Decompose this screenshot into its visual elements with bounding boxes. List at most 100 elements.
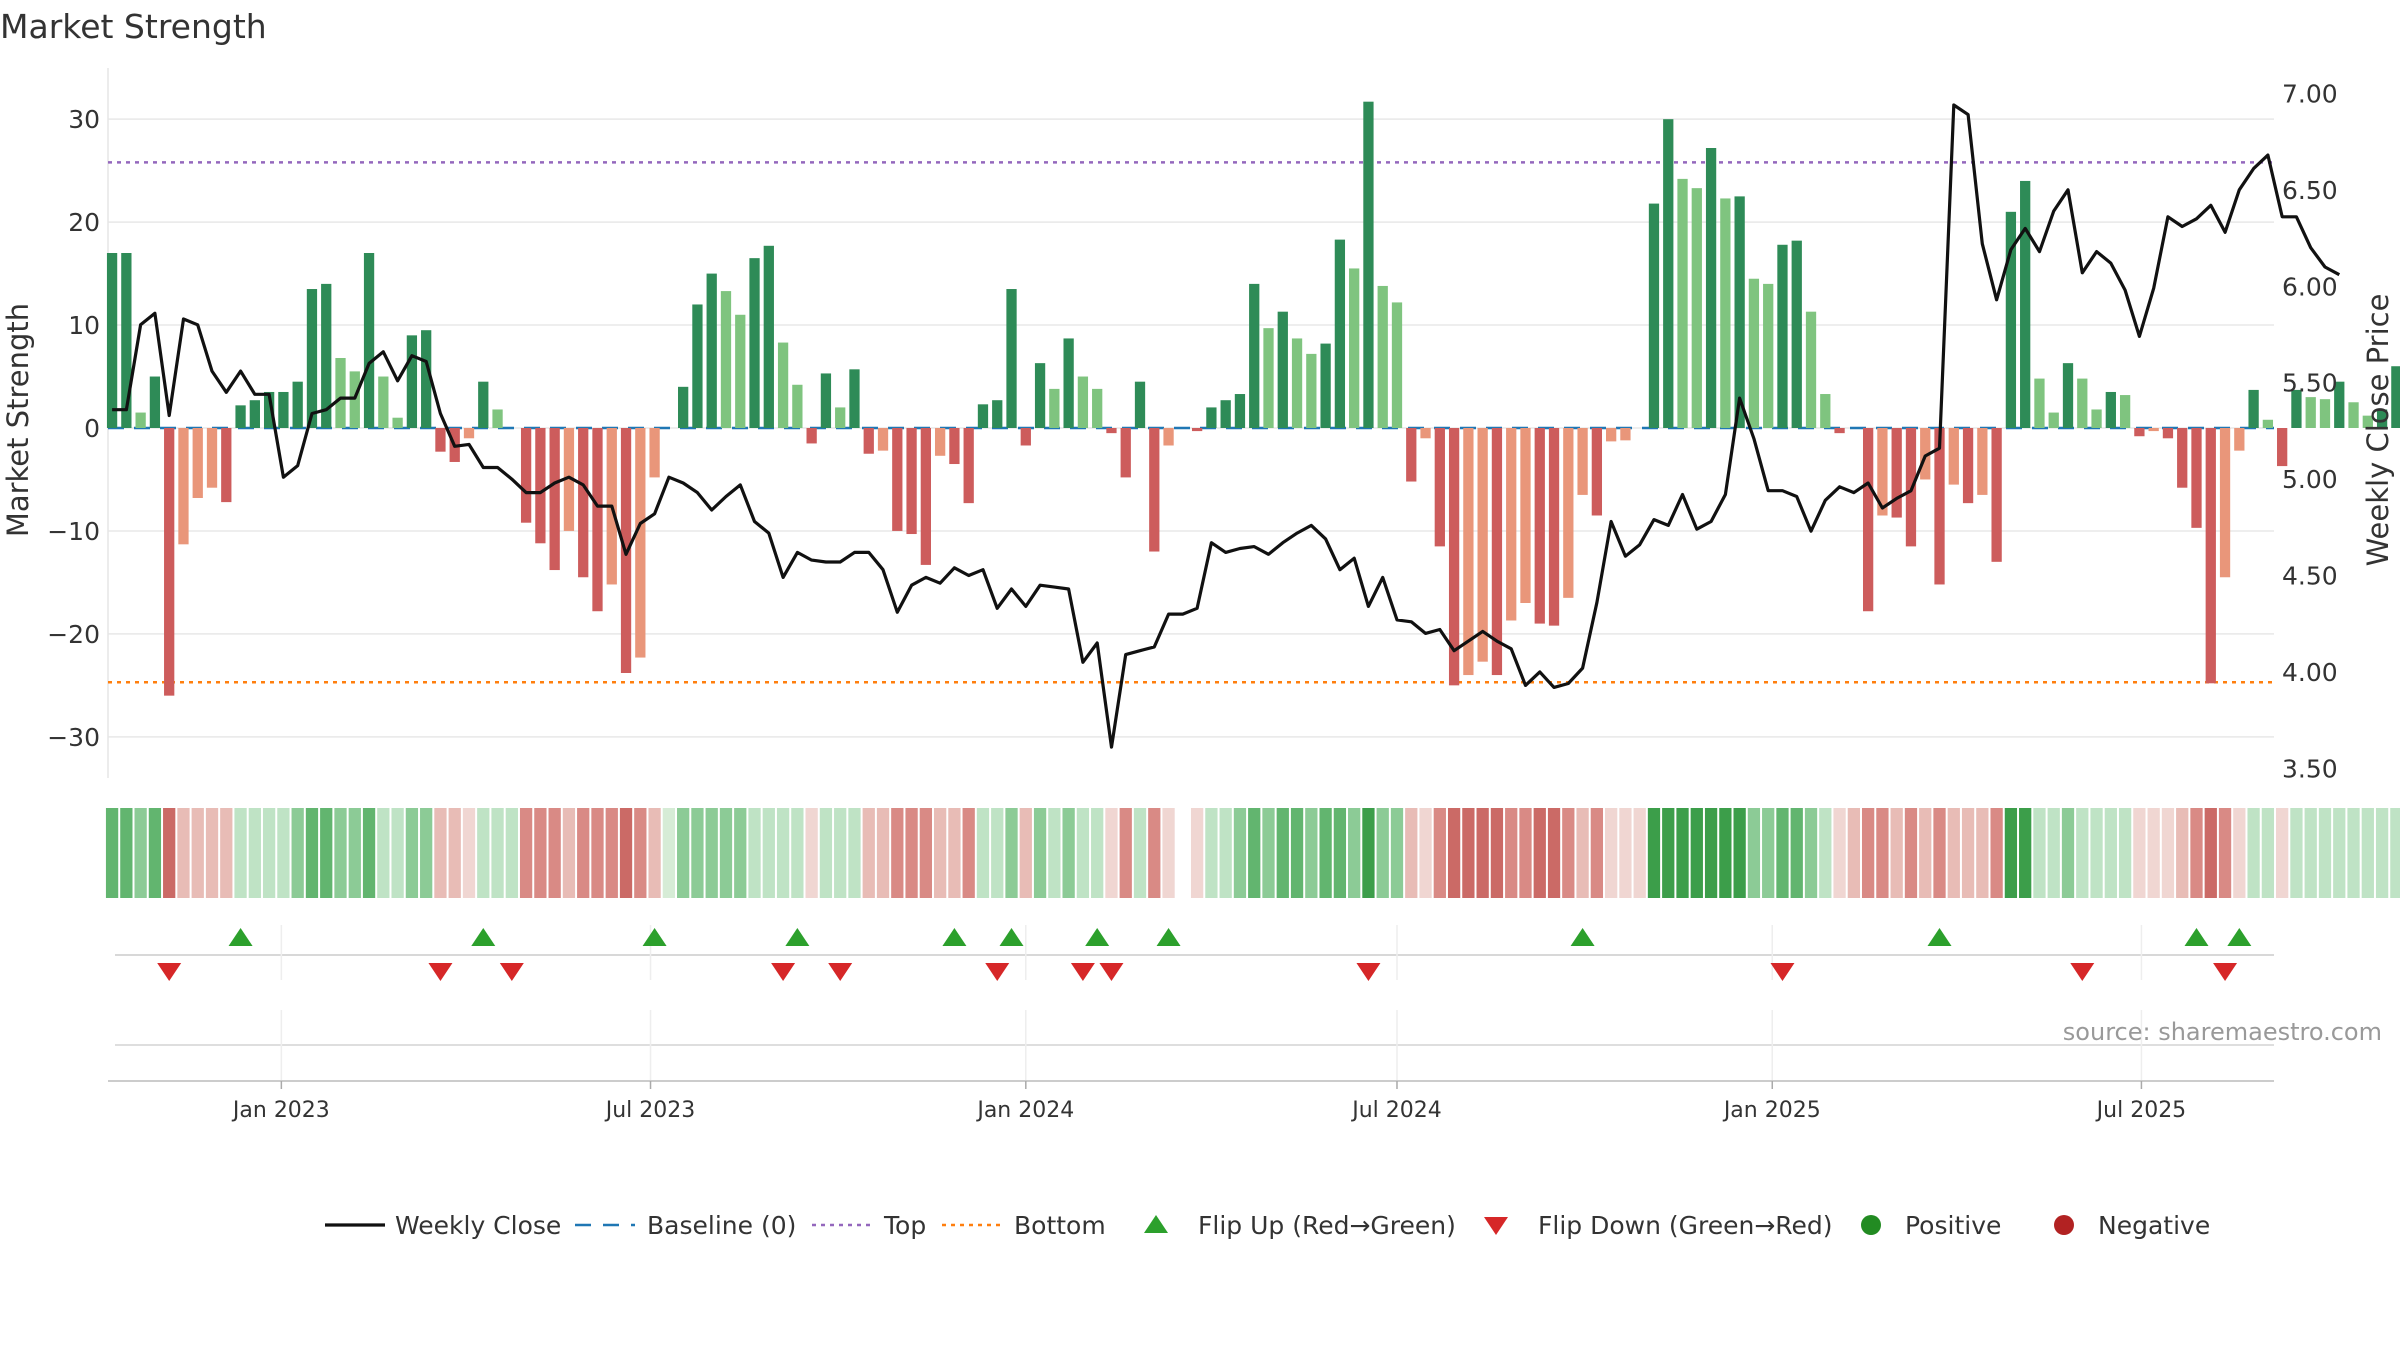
legend: Weekly Close Baseline (0) Top Bottom Flip Up… (325, 1211, 2210, 1240)
strength-bar (221, 428, 232, 503)
left-y-tick-label: 30 (68, 105, 100, 134)
strength-bar (1477, 428, 1488, 662)
strength-bar (578, 428, 589, 578)
state-box (1333, 808, 1347, 898)
strength-bar (1834, 428, 1845, 434)
state-box (1362, 808, 1375, 898)
state-box (1762, 808, 1775, 898)
flip-down-marker (828, 963, 853, 981)
strength-bar (992, 400, 1003, 428)
strength-bar (2362, 415, 2373, 428)
strength-bar (1648, 203, 1660, 428)
left-y-tick-label: −30 (47, 723, 100, 752)
strength-bar (520, 428, 532, 523)
x-tick-label: Jan 2024 (975, 1098, 1074, 1123)
strength-bar (1134, 381, 1146, 428)
legend-label: Flip Down (Green→Red) (1538, 1211, 1833, 1240)
strength-bar (178, 428, 189, 545)
state-box (805, 808, 818, 898)
state-box (1847, 808, 1860, 898)
strength-bar (2177, 428, 2188, 488)
state-box (134, 808, 147, 898)
state-box (548, 808, 561, 898)
strength-bar (1049, 388, 1060, 428)
state-box (2133, 808, 2146, 898)
flip-down-marker (428, 963, 453, 981)
strength-bar (835, 407, 846, 428)
state-box (1319, 808, 1332, 898)
state-box (1547, 808, 1561, 898)
legend-label: Weekly Close (395, 1211, 561, 1240)
state-box (1390, 808, 1404, 898)
flip-down-marker (499, 963, 524, 981)
strength-bar (1034, 363, 1046, 428)
strength-bars (106, 101, 2400, 696)
state-box (1419, 808, 1432, 898)
strength-bar (1234, 394, 1246, 428)
right-y-tick-label: 5.00 (2282, 465, 2338, 494)
strength-bar (1891, 428, 1902, 518)
chart-title: Market Strength (0, 7, 267, 46)
state-box (1690, 808, 1703, 898)
state-box (1704, 808, 1718, 898)
strength-bar (1092, 388, 1103, 428)
strength-bar (1977, 428, 1988, 495)
state-box (2361, 808, 2374, 898)
strength-bar (421, 330, 432, 428)
left-y-axis: 30 20 10 0 −10 −20 −30 (47, 105, 100, 752)
strength-bar (1334, 239, 1346, 428)
flip-down-marker (1070, 963, 1095, 981)
state-box (434, 808, 447, 898)
state-box (2104, 808, 2117, 898)
state-box (1633, 808, 1646, 898)
strength-bar (192, 428, 203, 498)
right-y-tick-label: 6.00 (2282, 272, 2338, 301)
strength-bar (1020, 428, 1031, 446)
state-box (1019, 808, 1032, 898)
flip-up-marker (1085, 928, 1110, 946)
strength-bar (963, 428, 974, 504)
state-box (619, 808, 633, 898)
strength-bar (1391, 302, 1403, 428)
strength-bar (2219, 428, 2231, 578)
strength-bar (2077, 378, 2088, 428)
strength-bar (1920, 428, 1931, 480)
legend-item: Baseline (0) (575, 1211, 796, 1240)
strength-bar (1563, 428, 1574, 598)
state-box (1676, 808, 1689, 898)
state-box (1533, 808, 1546, 898)
strength-bar (1820, 394, 1831, 428)
flip-down-marker (1099, 963, 1124, 981)
strength-bar (1263, 328, 1274, 428)
strength-bar (1948, 428, 1959, 485)
right-y-tick-label: 4.00 (2282, 658, 2338, 687)
legend-flip-up-swatch (1144, 1215, 1168, 1233)
strength-bar (1705, 148, 1717, 428)
state-box (305, 808, 319, 898)
strength-bar (392, 417, 403, 428)
state-box (462, 808, 476, 898)
state-box (248, 808, 261, 898)
strength-bar (792, 384, 803, 428)
strength-bar (2305, 397, 2316, 428)
strength-bar (492, 409, 503, 428)
strength-bar (1991, 428, 2002, 562)
state-box (1861, 808, 1875, 898)
state-box (1076, 808, 1090, 898)
strength-bar (2105, 391, 2116, 428)
legend-label: Bottom (1014, 1211, 1106, 1240)
strength-bar (1548, 428, 1560, 626)
flip-up-marker (228, 928, 253, 946)
flip-down-marker (1356, 963, 1381, 981)
state-box (1890, 808, 1903, 898)
state-box (2233, 808, 2246, 898)
state-box (291, 808, 304, 898)
state-box (1662, 808, 1675, 898)
state-box (1062, 808, 1075, 898)
state-box (819, 808, 833, 898)
strength-bar (2348, 402, 2359, 428)
strength-bar (1591, 428, 1603, 516)
strength-bar (1791, 240, 1802, 428)
strength-bar (2262, 419, 2274, 428)
state-box (120, 808, 133, 898)
